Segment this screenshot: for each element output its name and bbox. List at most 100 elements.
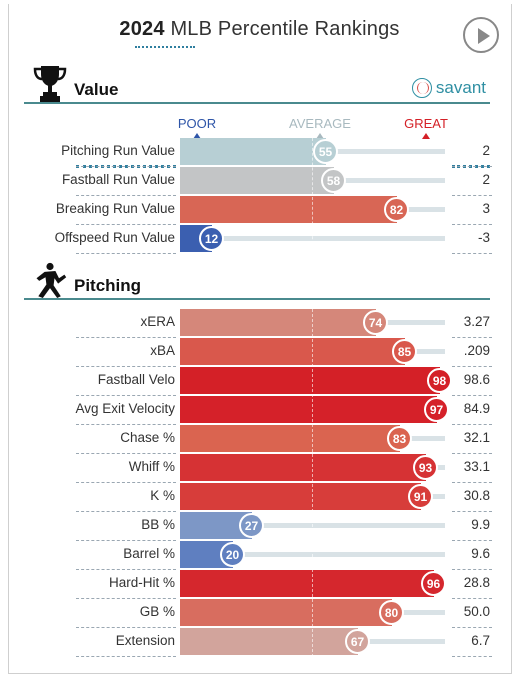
row-divider — [76, 569, 176, 570]
metric-value: 9.9 — [471, 517, 490, 532]
metric-row[interactable]: Extension 67 6.7 — [0, 628, 519, 657]
metric-row[interactable]: Whiff % 93 33.1 — [0, 454, 519, 483]
row-divider — [76, 511, 176, 512]
scale-poor-label: POOR — [157, 116, 237, 139]
percentile-badge[interactable]: 97 — [424, 397, 449, 422]
metric-value: 2 — [482, 172, 490, 187]
metric-row[interactable]: Fastball Run Value 58 2 — [0, 167, 519, 196]
average-guide-line — [312, 138, 313, 254]
metric-name: Extension — [115, 633, 175, 648]
metric-row[interactable]: GB % 80 50.0 — [0, 599, 519, 628]
percentile-badge[interactable]: 67 — [345, 629, 370, 654]
percentile-bar — [180, 570, 434, 597]
title-year: 2024 — [119, 18, 165, 40]
play-button[interactable] — [463, 17, 499, 53]
metric-row[interactable]: Fastball Velo 98 98.6 — [0, 367, 519, 396]
metric-value: 33.1 — [463, 459, 490, 474]
row-divider — [452, 395, 492, 396]
metric-name: Barrel % — [123, 546, 175, 561]
metric-row[interactable]: Pitching Run Value 55 2 — [0, 138, 519, 167]
metric-value: 84.9 — [463, 401, 490, 416]
row-divider — [76, 166, 176, 167]
metric-row[interactable]: xBA 85 .209 — [0, 338, 519, 367]
value-section-header: Value savant — [24, 64, 490, 104]
metric-row[interactable]: Breaking Run Value 82 3 — [0, 196, 519, 225]
row-divider — [452, 540, 492, 541]
row-divider — [76, 424, 176, 425]
metric-name: Fastball Run Value — [61, 172, 175, 187]
row-divider — [76, 482, 176, 483]
value-section-label: Value — [74, 80, 119, 99]
row-divider — [452, 253, 492, 254]
metric-name: GB % — [139, 604, 175, 619]
row-divider — [76, 253, 176, 254]
poor-marker-icon — [193, 133, 201, 139]
percentile-badge[interactable]: 58 — [321, 168, 346, 193]
metric-name: Hard-Hit % — [108, 575, 175, 590]
title-text: MLB Percentile Rankings — [164, 18, 400, 40]
metric-row[interactable]: Barrel % 20 9.6 — [0, 541, 519, 570]
row-divider — [452, 195, 492, 196]
metric-value: 98.6 — [463, 372, 490, 387]
row-divider — [452, 482, 492, 483]
percentile-badge[interactable]: 96 — [421, 571, 446, 596]
metric-value: 30.8 — [463, 488, 490, 503]
row-divider — [452, 627, 492, 628]
percentile-badge[interactable]: 80 — [379, 600, 404, 625]
metric-row[interactable]: K % 91 30.8 — [0, 483, 519, 512]
page-title: 2024 MLB Percentile Rankings — [0, 18, 519, 41]
percentile-badge[interactable]: 85 — [392, 339, 417, 364]
percentile-bar — [180, 309, 376, 336]
row-divider — [452, 598, 492, 599]
row-divider — [452, 424, 492, 425]
section-rule — [24, 298, 490, 300]
percentile-badge[interactable]: 82 — [384, 197, 409, 222]
percentile-badge[interactable]: 91 — [408, 484, 433, 509]
scale-great-label: GREAT — [386, 116, 466, 139]
percentile-badge[interactable]: 98 — [427, 368, 452, 393]
percentile-bar — [180, 167, 334, 194]
percentile-bar — [180, 454, 426, 481]
metric-name: Pitching Run Value — [61, 143, 175, 158]
percentile-badge[interactable]: 12 — [199, 226, 224, 251]
metric-value: 3 — [482, 201, 490, 216]
metric-name: Offspeed Run Value — [54, 230, 175, 245]
metric-row[interactable]: Avg Exit Velocity 97 84.9 — [0, 396, 519, 425]
percentile-badge[interactable]: 55 — [313, 139, 338, 164]
row-divider — [452, 337, 492, 338]
baseball-icon — [411, 78, 432, 98]
great-marker-icon — [422, 133, 430, 139]
scale-great-text: GREAT — [404, 116, 448, 131]
metric-value: 28.8 — [463, 575, 490, 590]
row-divider — [452, 511, 492, 512]
metric-row[interactable]: xERA 74 3.27 — [0, 309, 519, 338]
metric-row[interactable]: Hard-Hit % 96 28.8 — [0, 570, 519, 599]
percentile-badge[interactable]: 27 — [239, 513, 264, 538]
metric-name: xERA — [140, 314, 175, 329]
metric-name: xBA — [150, 343, 175, 358]
metric-name: Fastball Velo — [97, 372, 175, 387]
average-marker-icon — [316, 133, 324, 139]
metric-row[interactable]: BB % 27 9.9 — [0, 512, 519, 541]
row-divider — [452, 366, 492, 367]
metric-row[interactable]: Chase % 83 32.1 — [0, 425, 519, 454]
percentile-badge[interactable]: 74 — [363, 310, 388, 335]
row-divider — [76, 598, 176, 599]
row-divider — [76, 627, 176, 628]
percentile-badge[interactable]: 20 — [220, 542, 245, 567]
savant-logo: savant — [411, 78, 486, 98]
percentile-bar — [180, 425, 400, 452]
trophy-icon — [33, 66, 67, 102]
metric-value: 32.1 — [463, 430, 490, 445]
metric-value: 2 — [482, 143, 490, 158]
metric-value: -3 — [477, 230, 490, 245]
savant-brand-text: savant — [435, 78, 486, 97]
metric-value: 6.7 — [471, 633, 490, 648]
metric-value: 9.6 — [471, 546, 490, 561]
percentile-badge[interactable]: 83 — [387, 426, 412, 451]
row-divider — [452, 656, 492, 657]
row-divider — [76, 453, 176, 454]
row-divider — [76, 395, 176, 396]
percentile-badge[interactable]: 93 — [413, 455, 438, 480]
metric-row[interactable]: Offspeed Run Value 12 -3 — [0, 225, 519, 254]
